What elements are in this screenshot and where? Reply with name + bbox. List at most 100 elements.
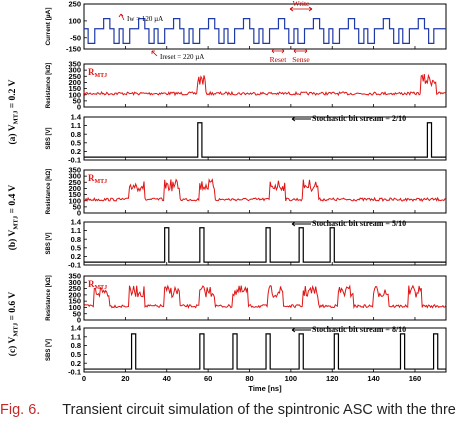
stochastic-bit-stream-label: Stochastic bit stream = 8/10 xyxy=(312,325,406,334)
y-tick-label: 150 xyxy=(68,190,81,199)
x-tick-label: 80 xyxy=(245,374,253,383)
panel-side-label-main: (a) V xyxy=(7,124,18,144)
rmtj-label-main: R xyxy=(88,173,95,183)
y-tick-label: 300 xyxy=(68,66,81,75)
caption-text: Transient circuit simulation of the spin… xyxy=(62,402,456,418)
reset-label: Reset xyxy=(270,55,288,64)
panel-side-label-main: (c) V xyxy=(7,336,18,356)
y-tick-label: 0 xyxy=(77,103,81,112)
y-tick-label: 0.2 xyxy=(71,147,81,156)
sbs-axis-label: SBS [V] xyxy=(46,339,52,361)
x-tick-label: 120 xyxy=(326,374,339,383)
resistance-trace-line xyxy=(83,177,447,203)
sbs-plot-frame xyxy=(83,327,447,373)
y-tick-label: 200 xyxy=(68,290,81,299)
sbs-axis-label: SBS [V] xyxy=(46,232,52,254)
stochastic-bit-stream-label: Stochastic bit stream = 2/10 xyxy=(312,114,406,123)
y-tick-label: 1.1 xyxy=(71,226,81,235)
rmtj-label: RMTJ xyxy=(88,173,107,185)
sbs-plot-frame xyxy=(83,221,447,266)
y-tick-label: 250 xyxy=(68,284,81,293)
y-tick-label: 0.8 xyxy=(71,341,81,350)
panel-side-label-rest: = 0.4 V xyxy=(8,185,18,216)
y-tick-label: 300 xyxy=(68,172,81,181)
sbs-axis-label: SBS [V] xyxy=(46,127,52,149)
y-tick-label: 150 xyxy=(68,297,81,306)
y-tick-label: 150 xyxy=(68,84,81,93)
resistance-axis-label: Resistance [kΩ] xyxy=(46,63,52,109)
iw-arrow xyxy=(118,13,125,21)
y-tick-label: 350 xyxy=(68,60,81,69)
panel-side-label-sub: MTJ xyxy=(13,110,20,124)
x-axis-label: Time [ns] xyxy=(248,384,282,393)
sense-label: Sense xyxy=(292,55,310,64)
stream-label-arrow xyxy=(291,327,311,333)
panel-side-label: (b) VMTJ = 0.4 V xyxy=(7,185,20,251)
rmtj-label: RMTJ xyxy=(88,67,107,79)
y-tick-label: 200 xyxy=(68,184,81,193)
panel-side-label-rest: = 0.2 V xyxy=(8,79,18,110)
caption-figure-label: Fig. 6. xyxy=(0,402,41,418)
panel-side-label-rest: = 0.6 V xyxy=(8,292,18,323)
rmtj-label-main: R xyxy=(88,279,95,289)
resistance-trace-line xyxy=(83,284,447,310)
resistance-plot-frame xyxy=(83,63,447,108)
rmtj-label-sub: MTJ xyxy=(95,179,108,185)
y-tick-label: 0.5 xyxy=(71,350,81,359)
y-tick-label: -50 xyxy=(70,33,81,42)
y-tick-label: 250 xyxy=(68,72,81,81)
sense-arrow xyxy=(293,48,308,54)
y-tick-label: 350 xyxy=(68,166,81,175)
current-waveform-line xyxy=(84,18,446,44)
reset-arrow xyxy=(271,48,285,54)
y-tick-label: 1.1 xyxy=(71,121,81,130)
y-tick-label: 0.5 xyxy=(71,138,81,147)
y-tick-label: -0.1 xyxy=(68,261,81,270)
y-tick-label: 200 xyxy=(68,78,81,87)
y-tick-label: 0 xyxy=(77,209,81,218)
sbs-trace-line xyxy=(84,122,446,158)
resistance-axis-label: Resistance [kΩ] xyxy=(46,169,52,215)
y-tick-label: 250 xyxy=(68,0,81,9)
panel-side-label: (c) VMTJ = 0.6 V xyxy=(7,292,20,357)
y-tick-label: 250 xyxy=(68,178,81,187)
y-tick-label: 300 xyxy=(68,278,81,287)
y-tick-label: 1.4 xyxy=(71,324,82,333)
write-arrow xyxy=(289,6,313,12)
y-tick-label: 0.2 xyxy=(71,252,81,261)
panel-side-label-main: (b) V xyxy=(7,229,18,250)
resistance-plot-frame xyxy=(83,275,447,321)
resistance-trace-line xyxy=(83,73,447,97)
y-tick-label: 0.8 xyxy=(71,235,81,244)
sbs-trace-line xyxy=(84,333,446,370)
x-tick-label: 40 xyxy=(163,374,171,383)
rmtj-label: RMTJ xyxy=(88,279,107,291)
current-axis-label: Current [µA] xyxy=(45,7,52,45)
stream-label-arrow xyxy=(291,116,311,122)
y-tick-label: 0.2 xyxy=(71,359,81,368)
current-plot-frame xyxy=(83,3,447,50)
iw-annotation: Iw = 120 µA xyxy=(127,15,163,23)
write-label: Write xyxy=(293,0,310,8)
sbs-trace-line xyxy=(84,227,446,263)
y-tick-label: -150 xyxy=(66,45,81,54)
x-tick-label: 140 xyxy=(367,374,380,383)
panel-side-label-sub: MTJ xyxy=(13,215,20,229)
y-tick-label: 350 xyxy=(68,272,81,281)
y-tick-label: 100 xyxy=(68,90,81,99)
y-tick-label: 100 xyxy=(68,196,81,205)
y-tick-label: 1.4 xyxy=(71,218,82,227)
y-tick-label: -0.1 xyxy=(68,368,81,377)
y-tick-label: 1.1 xyxy=(71,332,81,341)
x-tick-label: 100 xyxy=(285,374,298,383)
y-tick-label: -0.1 xyxy=(68,156,81,165)
transient-simulation-figure: 250 100 -50 -150 Current [µA] Iw = 120 µA Ires… xyxy=(7,0,447,393)
sbs-plot-frame xyxy=(83,116,447,161)
y-tick-label: 0.5 xyxy=(71,243,81,252)
y-tick-label: 1.4 xyxy=(71,113,82,122)
resistance-axis-label: Resistance [kΩ] xyxy=(46,275,52,321)
ireset-annotation: Ireset = 220 µA xyxy=(160,53,204,61)
y-tick-label: 100 xyxy=(68,16,81,25)
panel-side-label-sub: MTJ xyxy=(13,322,20,336)
x-tick-label: 160 xyxy=(409,374,422,383)
